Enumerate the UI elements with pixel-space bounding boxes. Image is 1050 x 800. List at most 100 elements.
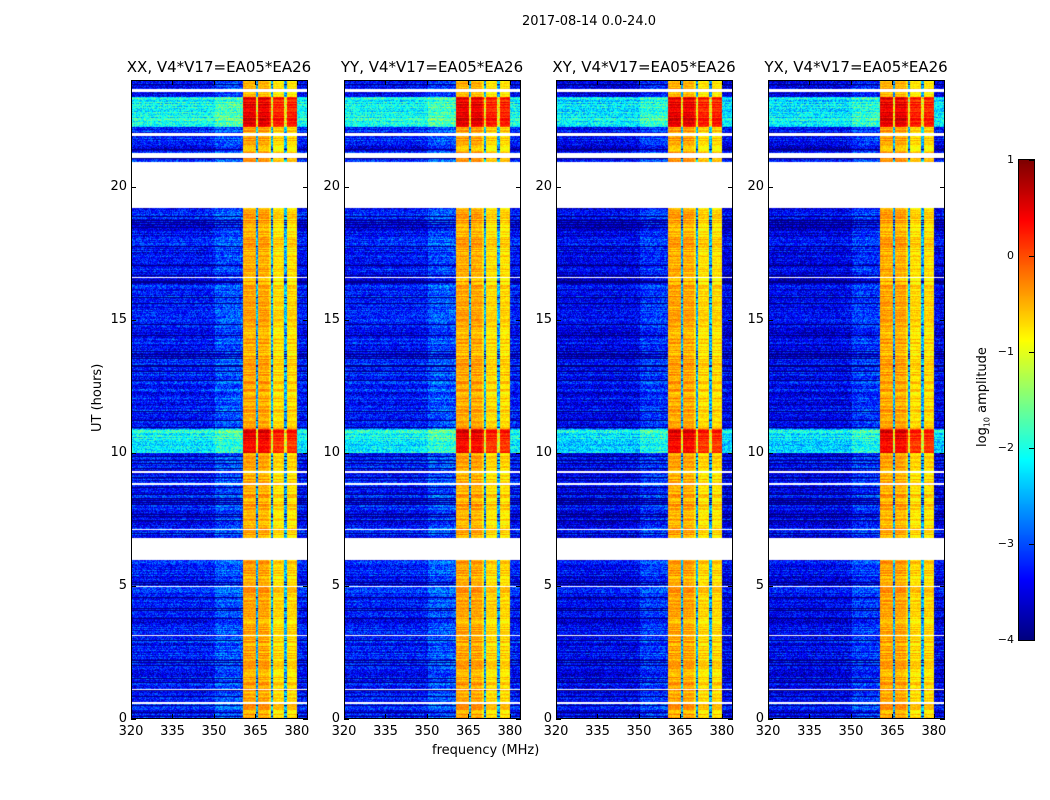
y-tick-mark: [131, 319, 136, 321]
y-tick-mark: [516, 452, 521, 454]
y-tick-mark: [516, 585, 521, 587]
x-tick-mark: [850, 714, 852, 719]
x-tick-label: 320: [331, 724, 357, 739]
y-tick-mark: [728, 585, 733, 587]
y-tick-label: 20: [747, 178, 764, 194]
heatmap-panel-2: [556, 80, 733, 719]
x-tick-mark: [131, 80, 132, 85]
y-tick-mark: [768, 186, 773, 188]
y-tick-label: 10: [747, 444, 764, 460]
panel-title: XX, V4*V17=EA05*EA26: [126, 58, 312, 76]
x-tick-mark: [172, 714, 174, 719]
y-tick-label: 5: [118, 577, 127, 593]
y-tick-mark: [131, 186, 136, 188]
y-tick-mark: [940, 319, 945, 321]
x-tick-mark: [172, 80, 174, 85]
x-tick-mark: [213, 80, 215, 85]
x-tick-mark: [768, 714, 769, 719]
colorbar-label-rest: amplitude: [975, 347, 990, 417]
x-tick-mark: [768, 80, 769, 85]
x-tick-mark: [892, 80, 894, 85]
y-axis-label: UT (hours): [90, 363, 105, 432]
colorbar-tick-mark: [1029, 640, 1034, 641]
x-tick-mark: [638, 714, 640, 719]
panel-title: YX, V4*V17=EA05*EA26: [764, 58, 948, 76]
x-tick-mark: [131, 714, 132, 719]
y-tick-label: 0: [755, 711, 764, 726]
x-tick-label: 335: [373, 724, 398, 739]
x-tick-label: 365: [456, 724, 481, 739]
y-tick-mark: [768, 452, 773, 454]
x-tick-mark: [597, 714, 599, 719]
y-tick-label: 20: [535, 178, 552, 194]
y-tick-mark: [344, 319, 349, 321]
y-tick-label: 10: [323, 444, 340, 460]
x-tick-label: 365: [243, 724, 268, 739]
x-tick-label: 365: [668, 724, 693, 739]
colorbar-label-sub: 10: [982, 416, 992, 428]
y-tick-mark: [303, 452, 308, 454]
x-tick-mark: [426, 714, 428, 719]
x-tick-mark: [933, 80, 935, 85]
y-tick-label: 15: [535, 311, 552, 327]
colorbar: [1018, 159, 1035, 641]
heatmap-panel-1: [344, 80, 521, 719]
heatmap-image-0: [132, 81, 307, 718]
x-tick-mark: [509, 80, 511, 85]
y-tick-mark: [131, 585, 136, 587]
y-tick-mark: [303, 585, 308, 587]
heatmap-panel-3: [768, 80, 945, 719]
x-tick-label: 320: [755, 724, 781, 739]
y-tick-mark: [556, 585, 561, 587]
y-tick-label: 5: [755, 577, 764, 593]
y-tick-label: 15: [323, 311, 340, 327]
y-tick-mark: [303, 319, 308, 321]
y-tick-mark: [940, 719, 945, 720]
colorbar-tick-mark: [1029, 544, 1034, 545]
x-tick-mark: [809, 714, 811, 719]
colorbar-tick-label: 1: [1007, 153, 1014, 166]
y-tick-mark: [344, 719, 349, 720]
y-tick-label: 5: [331, 577, 340, 593]
y-tick-mark: [516, 319, 521, 321]
x-tick-mark: [933, 714, 935, 719]
x-tick-mark: [426, 80, 428, 85]
x-tick-label: 350: [838, 724, 864, 739]
y-tick-label: 20: [323, 178, 340, 194]
x-tick-mark: [509, 714, 511, 719]
y-tick-label: 15: [110, 311, 127, 327]
colorbar-tick-mark: [1029, 448, 1034, 449]
y-tick-mark: [344, 452, 349, 454]
x-tick-label: 350: [626, 724, 652, 739]
x-tick-label: 365: [880, 724, 905, 739]
x-tick-label: 320: [543, 724, 569, 739]
y-tick-mark: [940, 186, 945, 188]
heatmap-image-1: [345, 81, 520, 718]
x-tick-mark: [344, 714, 345, 719]
x-tick-mark: [850, 80, 852, 85]
y-tick-mark: [728, 719, 733, 720]
y-tick-label: 15: [747, 311, 764, 327]
y-tick-mark: [516, 186, 521, 188]
x-tick-mark: [556, 80, 557, 85]
panel-title: YY, V4*V17=EA05*EA26: [340, 58, 524, 76]
x-tick-label: 380: [709, 724, 735, 739]
y-tick-mark: [556, 186, 561, 188]
x-tick-label: 335: [585, 724, 610, 739]
y-tick-mark: [768, 719, 773, 720]
x-tick-mark: [468, 80, 470, 85]
x-tick-mark: [385, 80, 387, 85]
y-tick-mark: [556, 319, 561, 321]
y-tick-mark: [728, 452, 733, 454]
y-tick-mark: [303, 186, 308, 188]
y-tick-mark: [768, 585, 773, 587]
y-tick-mark: [131, 719, 136, 720]
heatmap-image-2: [557, 81, 732, 718]
y-tick-label: 0: [543, 711, 552, 726]
x-tick-mark: [556, 714, 557, 719]
colorbar-tick-label: −1: [997, 345, 1014, 358]
colorbar-label: log10 amplitude: [975, 347, 992, 447]
y-tick-mark: [303, 719, 308, 720]
y-tick-mark: [131, 452, 136, 454]
x-tick-label: 335: [797, 724, 822, 739]
